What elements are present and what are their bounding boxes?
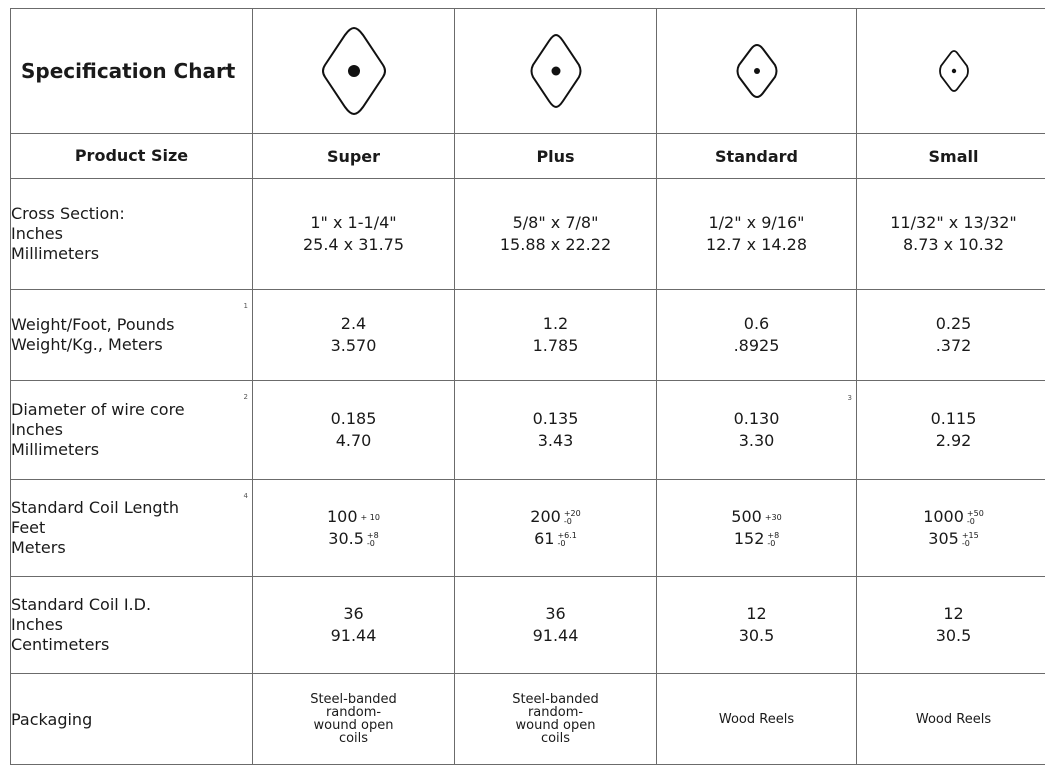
weight-small: 0.25.372 <box>857 290 1045 381</box>
shape-cell-standard <box>657 9 857 134</box>
diameter-row: 2 Diameter of wire core Inches Millimete… <box>11 381 1045 480</box>
shape-cell-small <box>857 9 1045 134</box>
coil-length-small: 1000+50-0 305+15-0 <box>857 480 1045 577</box>
coil-length-label: 4 Standard Coil Length Feet Meters <box>11 480 253 577</box>
cross-section-label: Cross Section: Inches Millimeters <box>11 179 253 290</box>
cross-section-standard: 1/2" x 9/16"12.7 x 14.28 <box>657 179 857 290</box>
footnote-marker: 2 <box>244 387 248 407</box>
packaging-small: Wood Reels <box>857 674 1045 765</box>
product-size-row: Product Size Super Plus Standard Small <box>11 134 1045 179</box>
weight-row: 1 Weight/Foot, Pounds Weight/Kg., Meters… <box>11 290 1045 381</box>
cross-section-row: Cross Section: Inches Millimeters 1" x 1… <box>11 179 1045 290</box>
shape-cell-plus <box>455 9 657 134</box>
column-header-small: Small <box>857 134 1045 179</box>
coil-length-standard: 500+30 152+8-0 <box>657 480 857 577</box>
diameter-label: 2 Diameter of wire core Inches Millimete… <box>11 381 253 480</box>
standard-diamond-icon <box>734 42 780 100</box>
chart-title-cell: Specification Chart <box>11 9 253 134</box>
coil-length-super: 100+ 10 30.5+8-0 <box>253 480 455 577</box>
cross-section-small: 11/32" x 13/32"8.73 x 10.32 <box>857 179 1045 290</box>
shape-cell-super <box>253 9 455 134</box>
weight-standard: 0.6.8925 <box>657 290 857 381</box>
chart-title: Specification Chart <box>11 56 252 86</box>
coil-id-label: Standard Coil I.D. Inches Centimeters <box>11 577 253 674</box>
small-diamond-icon <box>937 49 971 93</box>
product-size-label: Product Size <box>11 134 253 179</box>
column-header-plus: Plus <box>455 134 657 179</box>
coil-length-plus: 200+20-0 61+6.1-0 <box>455 480 657 577</box>
coil-length-row: 4 Standard Coil Length Feet Meters 100+ … <box>11 480 1045 577</box>
super-diamond-icon <box>319 25 389 117</box>
column-header-super: Super <box>253 134 455 179</box>
footnote-marker: 4 <box>244 486 248 506</box>
specification-table: Specification Chart <box>10 8 1045 765</box>
footnote-marker: 3 <box>848 387 852 409</box>
weight-label: 1 Weight/Foot, Pounds Weight/Kg., Meters <box>11 290 253 381</box>
cross-section-plus: 5/8" x 7/8"15.88 x 22.22 <box>455 179 657 290</box>
column-header-standard: Standard <box>657 134 857 179</box>
header-row: Specification Chart <box>11 9 1045 134</box>
packaging-label: Packaging <box>11 674 253 765</box>
plus-diamond-icon <box>528 32 584 110</box>
cross-section-super: 1" x 1-1/4"25.4 x 31.75 <box>253 179 455 290</box>
packaging-standard: Wood Reels <box>657 674 857 765</box>
coil-id-row: Standard Coil I.D. Inches Centimeters 36… <box>11 577 1045 674</box>
footnote-marker: 1 <box>244 296 248 316</box>
